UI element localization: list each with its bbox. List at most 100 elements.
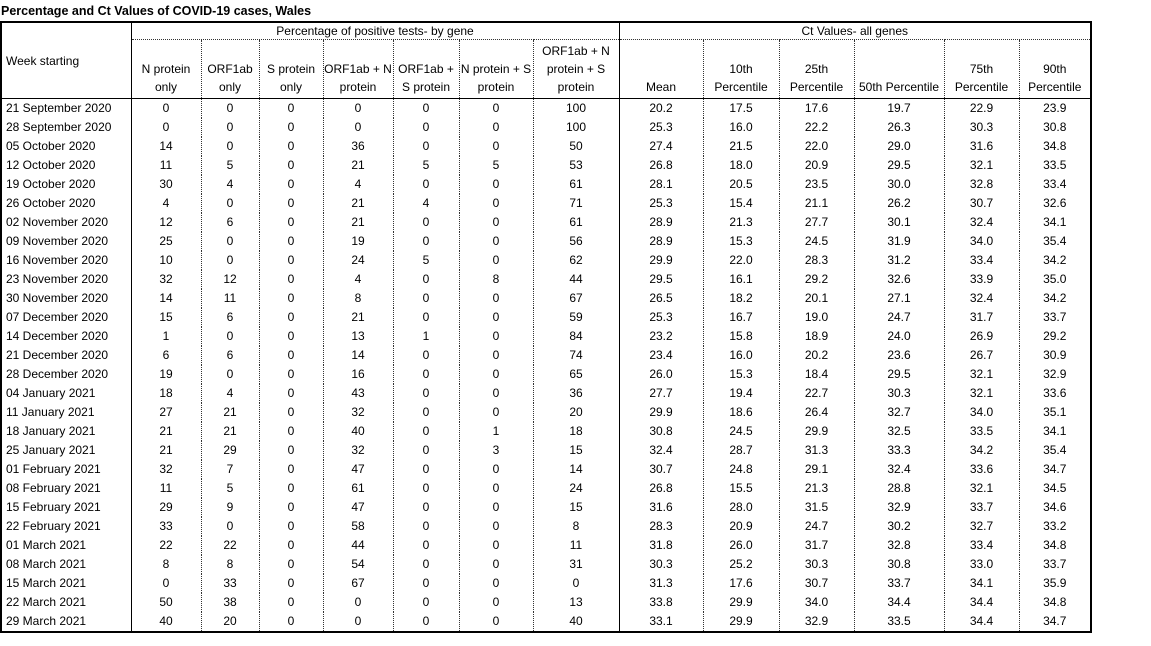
table-head: Week starting Percentage of positive test… bbox=[1, 22, 1092, 99]
table-row: 23 November 2020 32 12 0 4 0 8 44 29.5 16.1 29.2 32… bbox=[1, 270, 1092, 289]
percent-cell: 11 bbox=[131, 479, 202, 498]
percent-cell: 36 bbox=[533, 384, 620, 403]
percent-cell: 0 bbox=[201, 251, 260, 270]
week-cell: 08 February 2021 bbox=[1, 479, 132, 498]
week-cell: 19 October 2020 bbox=[1, 175, 132, 194]
percent-cell: 0 bbox=[259, 213, 324, 232]
table-row: 16 November 2020 10 0 0 24 5 0 62 29.9 22.0 28.3 31… bbox=[1, 251, 1092, 270]
ct-cell: 35.4 bbox=[1019, 232, 1092, 251]
percent-cell: 32 bbox=[131, 460, 202, 479]
percent-cell: 0 bbox=[201, 327, 260, 346]
percent-cell: 0 bbox=[459, 536, 534, 555]
column-header: N protein + S protein bbox=[459, 39, 534, 99]
ct-cell: 30.3 bbox=[944, 118, 1020, 137]
percent-cell: 19 bbox=[131, 365, 202, 384]
percent-cell: 0 bbox=[201, 194, 260, 213]
percent-cell: 21 bbox=[323, 213, 394, 232]
week-cell: 22 February 2021 bbox=[1, 517, 132, 536]
week-cell: 12 October 2020 bbox=[1, 156, 132, 175]
ct-cell: 18.0 bbox=[703, 156, 780, 175]
table-row: 05 October 2020 14 0 0 36 0 0 50 27.4 21.5 22.0 29.… bbox=[1, 137, 1092, 156]
percent-cell: 11 bbox=[131, 156, 202, 175]
percent-cell: 21 bbox=[131, 441, 202, 460]
week-cell: 15 March 2021 bbox=[1, 574, 132, 593]
percent-cell: 0 bbox=[393, 403, 460, 422]
percent-cell: 4 bbox=[323, 270, 394, 289]
ct-cell: 28.9 bbox=[619, 232, 704, 251]
percent-cell: 11 bbox=[201, 289, 260, 308]
percent-cell: 0 bbox=[259, 403, 324, 422]
percent-cell: 7 bbox=[201, 460, 260, 479]
percent-cell: 0 bbox=[459, 384, 534, 403]
ct-cell: 34.2 bbox=[1019, 251, 1092, 270]
percent-cell: 6 bbox=[131, 346, 202, 365]
ct-cell: 21.5 bbox=[703, 137, 780, 156]
ct-cell: 16.0 bbox=[703, 346, 780, 365]
percent-cell: 14 bbox=[131, 137, 202, 156]
ct-cell: 23.5 bbox=[779, 175, 855, 194]
table-row: 30 November 2020 14 11 0 8 0 0 67 26.5 18.2 20.1 27… bbox=[1, 289, 1092, 308]
ct-cell: 34.2 bbox=[1019, 289, 1092, 308]
week-cell: 26 October 2020 bbox=[1, 194, 132, 213]
percent-cell: 0 bbox=[259, 156, 324, 175]
percent-cell: 0 bbox=[259, 498, 324, 517]
ct-cell: 15.8 bbox=[703, 327, 780, 346]
ct-cell: 31.5 bbox=[779, 498, 855, 517]
percent-cell: 56 bbox=[533, 232, 620, 251]
ct-cell: 32.9 bbox=[854, 498, 945, 517]
table-row: 08 February 2021 11 5 0 61 0 0 24 26.8 15.5 21.3 28… bbox=[1, 479, 1092, 498]
ct-cell: 28.0 bbox=[703, 498, 780, 517]
percent-cell: 0 bbox=[393, 213, 460, 232]
percent-cell: 0 bbox=[459, 612, 534, 632]
ct-cell: 34.7 bbox=[1019, 612, 1092, 632]
ct-cell: 29.2 bbox=[779, 270, 855, 289]
ct-cell: 15.3 bbox=[703, 365, 780, 384]
ct-cell: 29.5 bbox=[854, 365, 945, 384]
ct-cell: 30.3 bbox=[619, 555, 704, 574]
percent-cell: 21 bbox=[201, 403, 260, 422]
percent-cell: 1 bbox=[393, 327, 460, 346]
ct-cell: 33.3 bbox=[854, 441, 945, 460]
ct-cell: 33.7 bbox=[1019, 308, 1092, 327]
ct-cell: 33.7 bbox=[1019, 555, 1092, 574]
page-title: Percentage and Ct Values of COVID-19 cas… bbox=[1, 4, 312, 18]
ct-cell: 28.7 bbox=[703, 441, 780, 460]
ct-cell: 24.7 bbox=[854, 308, 945, 327]
percent-cell: 0 bbox=[131, 98, 202, 118]
percent-cell: 0 bbox=[201, 98, 260, 118]
percent-cell: 47 bbox=[323, 498, 394, 517]
week-cell: 21 December 2020 bbox=[1, 346, 132, 365]
group-header-percentage: Percentage of positive tests- by gene bbox=[131, 22, 620, 40]
ct-cell: 30.0 bbox=[854, 175, 945, 194]
table-row: 19 October 2020 30 4 0 4 0 0 61 28.1 20.5 23.5 30.0… bbox=[1, 175, 1092, 194]
ct-cell: 15.3 bbox=[703, 232, 780, 251]
ct-cell: 34.0 bbox=[944, 232, 1020, 251]
percent-cell: 44 bbox=[323, 536, 394, 555]
ct-cell: 28.3 bbox=[619, 517, 704, 536]
percent-cell: 0 bbox=[323, 118, 394, 137]
ct-cell: 28.3 bbox=[779, 251, 855, 270]
ct-cell: 32.1 bbox=[944, 479, 1020, 498]
ct-cell: 20.1 bbox=[779, 289, 855, 308]
percent-cell: 0 bbox=[393, 536, 460, 555]
percent-cell: 61 bbox=[533, 213, 620, 232]
percent-cell: 0 bbox=[259, 536, 324, 555]
week-cell: 18 January 2021 bbox=[1, 422, 132, 441]
ct-cell: 30.7 bbox=[779, 574, 855, 593]
percent-cell: 5 bbox=[201, 479, 260, 498]
ct-cell: 32.8 bbox=[944, 175, 1020, 194]
ct-cell: 34.6 bbox=[1019, 498, 1092, 517]
table-row: 28 September 2020 0 0 0 0 0 0 100 25.3 16.0 22.2 26… bbox=[1, 118, 1092, 137]
ct-cell: 33.7 bbox=[854, 574, 945, 593]
percent-cell: 20 bbox=[201, 612, 260, 632]
percent-cell: 6 bbox=[201, 308, 260, 327]
week-cell: 01 February 2021 bbox=[1, 460, 132, 479]
ct-cell: 34.7 bbox=[1019, 460, 1092, 479]
ct-cell: 23.9 bbox=[1019, 98, 1092, 118]
percent-cell: 18 bbox=[131, 384, 202, 403]
table-row: 04 January 2021 18 4 0 43 0 0 36 27.7 19.4 22.7 30.… bbox=[1, 384, 1092, 403]
percent-cell: 32 bbox=[323, 441, 394, 460]
ct-cell: 16.7 bbox=[703, 308, 780, 327]
ct-cell: 32.1 bbox=[944, 384, 1020, 403]
percent-cell: 5 bbox=[459, 156, 534, 175]
